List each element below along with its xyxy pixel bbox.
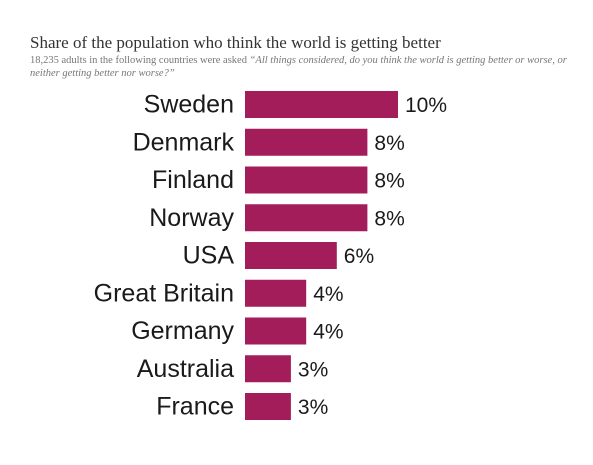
value-label: 4% (313, 321, 343, 344)
subtitle-question: “All things considered, do you think the… (30, 55, 567, 79)
value-label: 8% (374, 170, 404, 193)
value-label: 6% (344, 245, 374, 268)
bar-denmark (245, 128, 368, 156)
value-label: 8% (374, 132, 404, 155)
category-label: Australia (137, 355, 234, 383)
category-label: USA (183, 242, 235, 270)
bar-great-britain (245, 279, 307, 307)
category-label: Sweden (144, 91, 234, 119)
bar-germany (245, 317, 307, 345)
bar-france (245, 393, 291, 420)
subtitle-intro: 18,235 adults in the following countries… (30, 55, 250, 66)
value-label: 3% (298, 396, 328, 419)
bar-norway (245, 204, 368, 232)
category-label: Finland (152, 166, 234, 194)
value-label: 10% (405, 94, 447, 117)
bar-sweden (245, 91, 398, 118)
bar-finland (245, 166, 368, 194)
category-label: Denmark (133, 128, 235, 156)
category-label: Germany (131, 317, 234, 345)
category-label: Norway (149, 204, 234, 232)
value-label: 8% (374, 207, 404, 230)
category-label: Great Britain (94, 279, 234, 307)
bar-australia (245, 355, 291, 383)
bar-usa (245, 242, 337, 269)
chart-subtitle: 18,235 adults in the following countries… (30, 54, 575, 80)
chart-title: Share of the population who think the wo… (30, 33, 441, 52)
category-label: France (156, 393, 234, 421)
value-label: 4% (313, 283, 343, 306)
value-label: 3% (298, 358, 328, 381)
